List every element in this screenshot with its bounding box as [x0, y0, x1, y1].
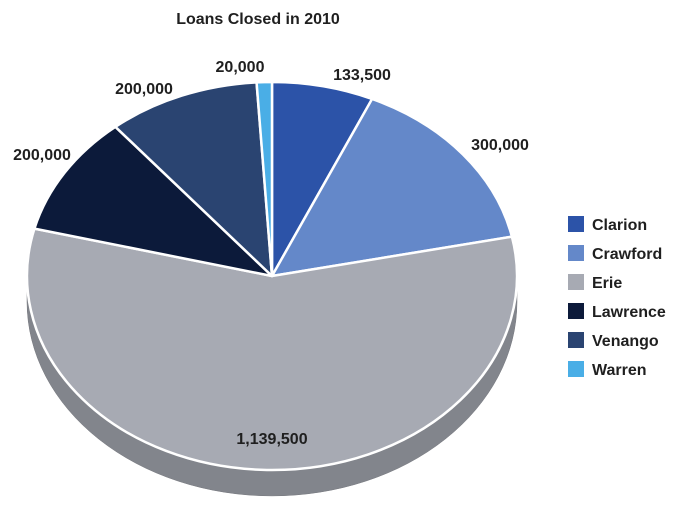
- data-label-warren: 20,000: [216, 59, 265, 76]
- legend-swatch-crawford: [568, 245, 584, 261]
- chart-title: Loans Closed in 2010: [176, 11, 340, 28]
- pie-slice-erie: [25, 227, 519, 472]
- legend-label-lawrence: Lawrence: [592, 304, 666, 321]
- legend-label-erie: Erie: [592, 275, 622, 292]
- legend-label-crawford: Crawford: [592, 246, 662, 263]
- data-label-erie: 1,139,500: [236, 431, 307, 448]
- pie-slice-lawrence: [33, 125, 274, 278]
- data-label-lawrence: 200,000: [13, 147, 71, 164]
- legend-swatch-venango: [568, 332, 584, 348]
- pie-slice-crawford: [270, 97, 514, 278]
- legend-swatch-warren: [568, 361, 584, 377]
- pie-layer: 133,500 300,000 1,139,500 200,000 200,000 20,…: [13, 59, 529, 497]
- legend-swatch-erie: [568, 274, 584, 290]
- pie-slice-venango: [114, 81, 274, 278]
- data-label-clarion: 133,500: [333, 67, 391, 84]
- legend-swatch-clarion: [568, 216, 584, 232]
- data-label-venango: 200,000: [115, 81, 173, 98]
- legend: Clarion Crawford Erie Lawrence Venango Warren: [568, 216, 666, 379]
- legend-label-clarion: Clarion: [592, 217, 647, 234]
- pie-slice-warren: [255, 80, 274, 278]
- legend-label-warren: Warren: [592, 362, 647, 379]
- data-label-crawford: 300,000: [471, 137, 529, 154]
- legend-swatch-lawrence: [568, 303, 584, 319]
- legend-label-venango: Venango: [592, 333, 659, 350]
